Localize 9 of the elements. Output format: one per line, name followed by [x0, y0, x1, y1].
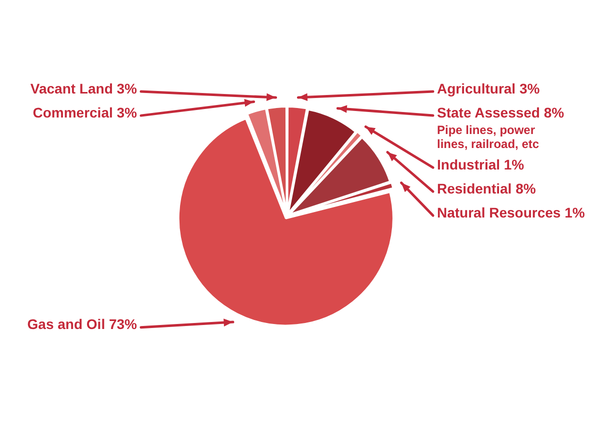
slice-label: Industrial 1% [437, 156, 525, 172]
text: Pipe lines, power lines, railroad, etc [437, 122, 540, 151]
slice-label: Commercial 3% [32, 104, 138, 120]
slice-label: Residential 8% [437, 180, 536, 196]
slice-label: Vacant Land 3% [30, 80, 138, 96]
slice-label: Gas and Oil 73% [27, 316, 138, 332]
slice-label: Natural Resources 1% [437, 204, 586, 220]
slice-label: Agricultural 3% [437, 80, 540, 96]
slice-label: State Assessed 8% [437, 104, 565, 120]
